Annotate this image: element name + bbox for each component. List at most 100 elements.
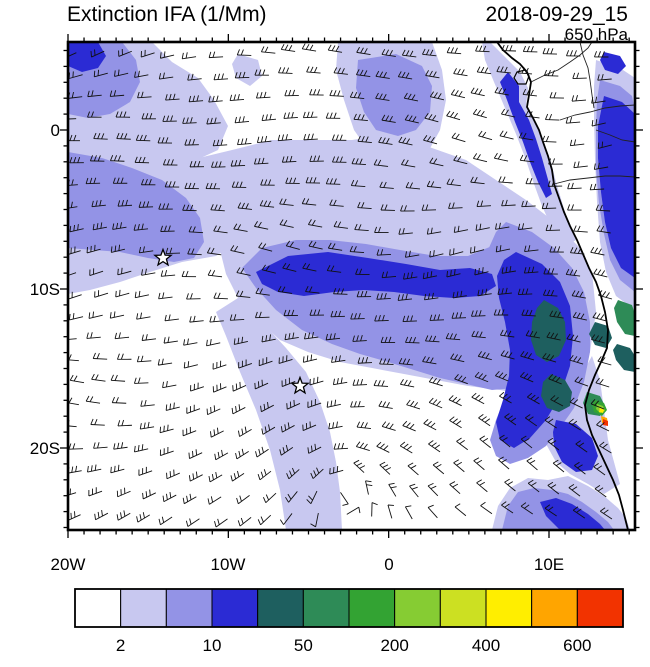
wind-barb-tick xyxy=(541,135,546,142)
wind-barb-tick xyxy=(478,89,483,95)
wind-barb-tick xyxy=(499,329,504,336)
wind-barb-tick xyxy=(380,336,384,343)
wind-barb-tick xyxy=(97,133,101,139)
wind-barb xyxy=(68,96,83,99)
wind-barb-tick xyxy=(456,420,462,425)
wind-barb xyxy=(471,315,486,317)
wind-barb-tick xyxy=(169,403,172,410)
wind-barb-tick xyxy=(238,116,241,123)
wind-barb-tick xyxy=(593,268,598,274)
wind-barb xyxy=(476,482,488,493)
wind-barb-tick xyxy=(188,475,191,482)
wind-barb-tick xyxy=(181,270,185,277)
y-axis-label: 20S xyxy=(30,439,60,458)
wind-barb-tick xyxy=(162,381,164,388)
wind-barb xyxy=(265,492,277,504)
wind-barb-tick xyxy=(455,133,460,140)
wind-barb-tick xyxy=(557,246,561,253)
wind-barb-tick xyxy=(329,333,332,340)
wind-barb-tick xyxy=(269,334,272,341)
wind-barb-tick xyxy=(380,204,384,211)
colorbar: 2 10 50 200 400 600 xyxy=(74,588,624,655)
wind-barb-tick xyxy=(162,115,166,122)
wind-barb-tick xyxy=(166,159,170,166)
wind-barb-tick xyxy=(402,315,406,322)
wind-barb xyxy=(68,470,82,474)
wind-barb xyxy=(495,226,510,230)
wind-barb-tick xyxy=(310,472,314,479)
wind-barb-tick xyxy=(192,226,196,233)
wind-barb-tick xyxy=(478,373,484,379)
wind-barb-tick xyxy=(525,309,529,316)
wind-barb-tick xyxy=(91,373,95,380)
wind-barb-tick xyxy=(430,181,435,187)
wind-barb-tick xyxy=(325,333,328,340)
wind-barb-tick xyxy=(258,448,261,455)
wind-barb-tick xyxy=(331,243,336,249)
wind-barb-tick xyxy=(405,182,410,188)
wind-barb-tick xyxy=(505,287,508,294)
wind-barb-tick xyxy=(546,289,551,296)
wind-barb-tick xyxy=(68,397,73,404)
wind-barb-tick xyxy=(454,503,461,508)
wind-barb-tick xyxy=(69,225,72,232)
wind-barb-tick xyxy=(140,355,144,362)
wind-barb xyxy=(600,510,613,520)
wind-barb-tick xyxy=(113,443,116,450)
wind-barb-tick xyxy=(383,358,387,365)
wind-barb-tick xyxy=(432,335,437,342)
wind-barb xyxy=(207,252,222,256)
wind-barb xyxy=(302,48,317,52)
wind-barb-tick xyxy=(474,394,480,400)
wind-barb-tick xyxy=(186,495,189,502)
wind-barb xyxy=(479,438,491,449)
wind-barb-tick xyxy=(285,444,289,451)
wind-barb-tick xyxy=(601,357,606,363)
wind-barb-tick xyxy=(373,379,377,386)
wind-barb xyxy=(405,119,419,124)
wind-barb-tick xyxy=(164,270,168,277)
wind-barb-tick xyxy=(495,223,498,230)
wind-barb-tick xyxy=(329,178,333,185)
wind-barb xyxy=(376,253,392,256)
wind-barb-tick xyxy=(452,202,455,209)
wind-barb-tick xyxy=(64,180,66,186)
wind-barb xyxy=(255,382,269,390)
wind-barb-tick xyxy=(573,161,576,168)
wind-barb-tick xyxy=(549,310,553,317)
contour-region xyxy=(541,374,572,412)
wind-barb-tick xyxy=(313,470,317,477)
wind-barb-tick xyxy=(284,333,287,340)
wind-barb-tick xyxy=(182,497,185,504)
wind-barb-tick xyxy=(254,221,258,227)
wind-barb xyxy=(261,118,277,122)
wind-barb xyxy=(520,376,534,383)
wind-barb-tick xyxy=(162,292,165,299)
wind-barb xyxy=(499,437,511,448)
wind-barb-tick xyxy=(262,69,266,76)
wind-barb-tick xyxy=(165,380,168,388)
wind-barb xyxy=(69,228,84,233)
wind-barb-tick xyxy=(600,507,606,512)
wind-barb xyxy=(236,451,249,460)
wind-barb-tick xyxy=(114,332,117,339)
wind-barb-tick xyxy=(410,271,413,279)
wind-barb-tick xyxy=(428,376,434,383)
wind-barb-tick xyxy=(569,355,574,361)
wind-barb-tick xyxy=(425,49,430,55)
wind-barb-tick xyxy=(494,87,499,93)
wind-barb-tick xyxy=(542,352,547,359)
wind-barb xyxy=(182,56,197,60)
wind-barb-tick xyxy=(93,70,96,77)
wind-barb-tick xyxy=(508,352,513,358)
wind-barb xyxy=(93,226,107,231)
wind-barb-tick xyxy=(334,310,338,317)
wind-barb-tick xyxy=(333,67,338,73)
wind-barb-tick xyxy=(241,202,245,209)
wind-barb xyxy=(428,443,441,453)
wind-barb xyxy=(401,164,416,168)
wind-barb xyxy=(453,159,468,165)
wind-barb-tick xyxy=(551,70,555,77)
wind-barb-tick xyxy=(159,426,162,433)
